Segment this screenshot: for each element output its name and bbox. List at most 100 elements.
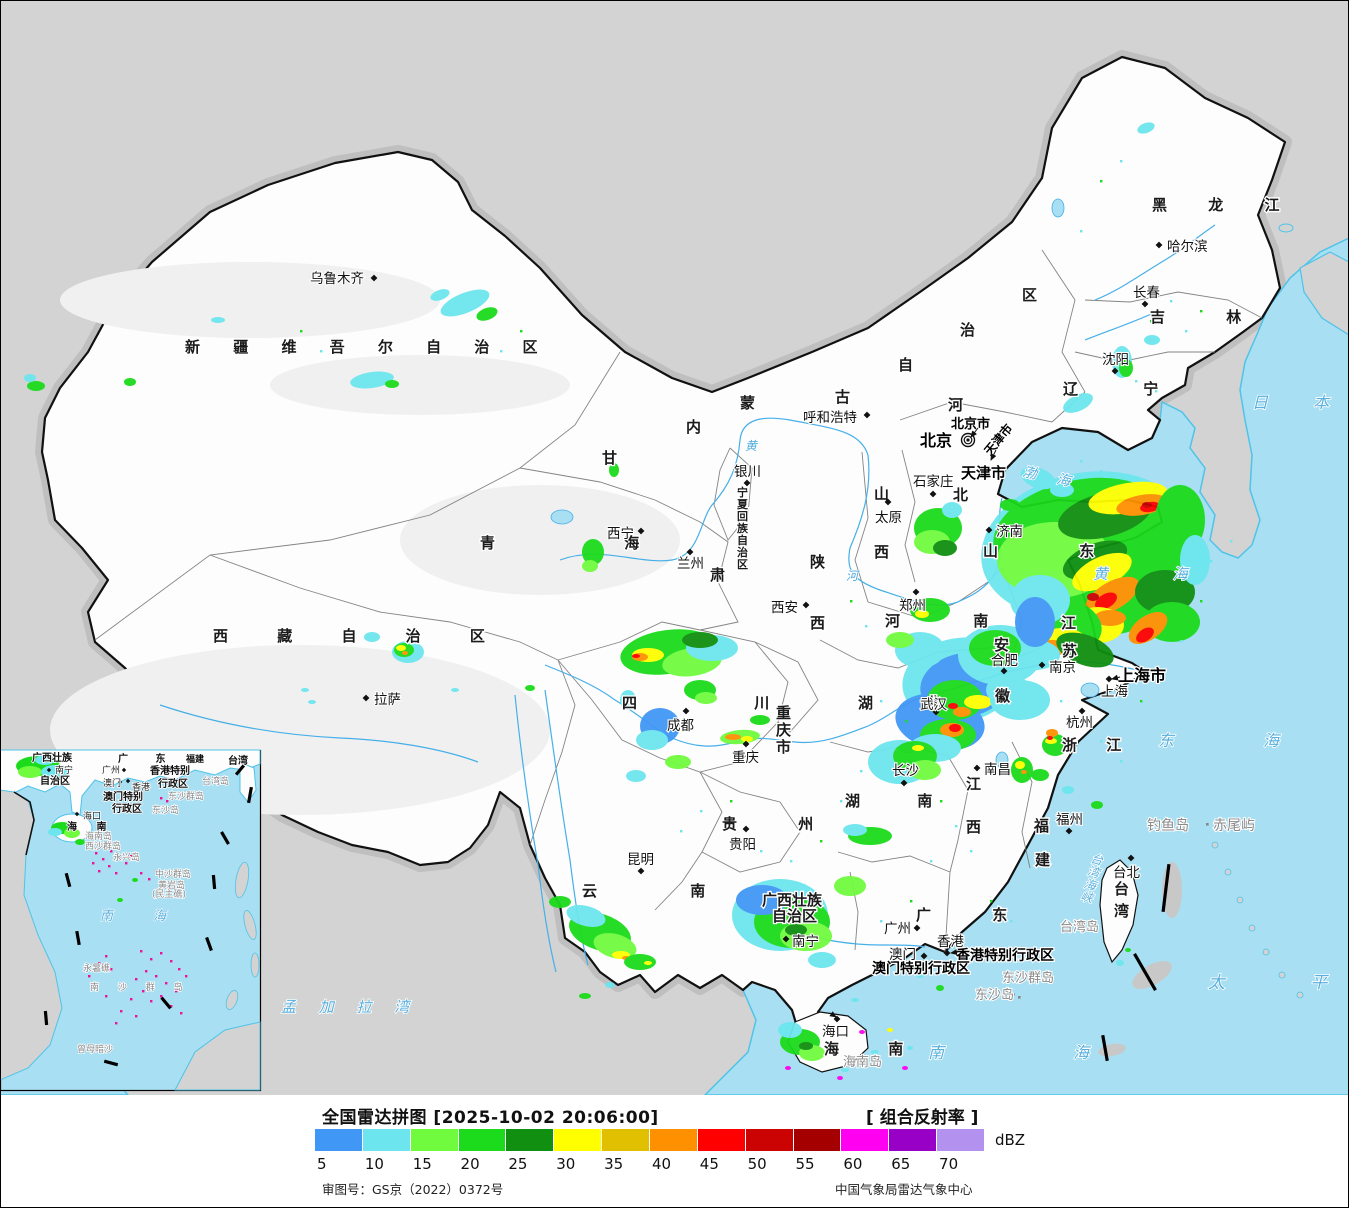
radar-echo	[1050, 483, 1074, 497]
river-label: 河	[846, 569, 860, 583]
city-label: 昆明	[627, 852, 654, 868]
radar-echo	[582, 560, 598, 572]
province-label: 四 川	[622, 694, 825, 712]
radar-echo	[969, 630, 1021, 666]
boundary-dash	[1133, 953, 1157, 991]
radar-echo	[1125, 948, 1131, 952]
city-label: 贵阳	[729, 837, 756, 853]
radar-freckle	[1230, 540, 1233, 543]
city-dot	[637, 867, 645, 875]
radar-echo	[1015, 597, 1055, 647]
radar-echo	[451, 688, 459, 692]
province-label: 区	[1022, 286, 1037, 304]
radar-echo	[1087, 593, 1099, 601]
city-label: 澳门	[889, 947, 916, 963]
river-label: 黄	[745, 439, 759, 453]
island-label: 台湾岛	[1060, 919, 1099, 935]
city-dot	[117, 779, 123, 785]
radar-echo	[1047, 736, 1053, 740]
municipality-label: 天津市	[961, 464, 1006, 482]
city-dot	[743, 479, 751, 487]
radar-echo	[682, 632, 718, 648]
city-dot	[782, 935, 790, 943]
municipality-label: 上海市	[1118, 666, 1166, 685]
city-label: 银川	[734, 464, 761, 480]
radar-freckle	[990, 900, 993, 903]
capital-symbol-core	[966, 438, 970, 442]
radar-echo	[1000, 499, 1020, 511]
radar-echo	[936, 985, 944, 991]
radar-echo	[725, 734, 741, 740]
radar-freckle	[1210, 560, 1213, 563]
radar-echo	[1142, 502, 1152, 508]
radar-freckle	[1120, 760, 1123, 763]
inset-china-coast	[0, 749, 261, 816]
inset-islet-dot	[165, 982, 168, 985]
radar-freckle	[860, 770, 863, 773]
scale-value-60: 60	[843, 1155, 863, 1173]
islet-dot	[1185, 823, 1188, 826]
city-dot	[1155, 241, 1163, 249]
inset-islet-dot	[155, 870, 158, 873]
radar-echo	[1031, 769, 1049, 781]
radar-echo	[1015, 761, 1025, 769]
province-label: 广 东	[916, 906, 1035, 924]
inset-city-label: 海口	[83, 810, 101, 822]
radar-freckle	[1155, 390, 1158, 393]
sea-label: 东 海	[1158, 731, 1321, 750]
radar-echoes	[24, 122, 1210, 1080]
dash-pad	[1132, 961, 1172, 989]
boundary-dash	[205, 936, 213, 952]
radar-echo	[27, 381, 45, 391]
city-dot	[1127, 854, 1135, 862]
radar-echo	[609, 463, 619, 477]
radar-echo	[644, 961, 652, 965]
scale-value-45: 45	[699, 1155, 719, 1173]
province-label: 苏	[1062, 642, 1077, 660]
radar-echo	[695, 692, 717, 704]
map-title: 全国雷达拼图 [2025-10-02 20:06:00]	[322, 1108, 659, 1128]
inset-philippines	[225, 861, 260, 1010]
inset-region-label: 行政区	[111, 802, 142, 815]
inset-islet-dot	[115, 1022, 118, 1025]
inset-islet-dot	[148, 878, 151, 881]
radar-echo	[1056, 632, 1114, 668]
map-labels: 黑 龙 江吉 林辽 宁新 疆 维 吾 尔 自 治 区内蒙 古自治区河北山西山 东河…	[184, 195, 1349, 1071]
inset-islet-dot	[110, 850, 113, 853]
province-label: 北	[953, 486, 968, 504]
province-label: 治	[960, 321, 975, 339]
radar-echo	[75, 839, 85, 845]
city-label: 南昌	[984, 762, 1011, 778]
city-dot	[1000, 667, 1008, 675]
city-label: 拉萨	[374, 692, 401, 708]
radar-freckle	[1150, 320, 1153, 323]
radar-echo	[909, 760, 941, 780]
inset-islet-dot	[125, 862, 128, 865]
scale-cell-50	[745, 1129, 794, 1151]
radar-echo	[636, 730, 668, 750]
inset-island-label: 台湾岛	[202, 775, 229, 787]
radar-echo	[364, 632, 380, 642]
island-label: 东沙岛	[975, 987, 1014, 1003]
province-label: 湖 北	[858, 694, 965, 712]
radar-echo	[632, 654, 640, 658]
radar-echo	[741, 736, 753, 742]
radar-freckle	[905, 720, 908, 723]
city-label: 济南	[996, 524, 1023, 540]
city-dot	[1038, 661, 1046, 669]
radar-freckle	[520, 330, 523, 333]
radar-freckle	[1185, 330, 1188, 333]
radar-freckle	[910, 900, 913, 903]
city-dot	[1105, 675, 1113, 683]
city-label: 南京	[1049, 660, 1076, 676]
radar-freckle	[970, 850, 973, 853]
islet-dot	[1206, 823, 1209, 826]
province-label: 肃	[710, 566, 725, 584]
radar-echo	[912, 745, 924, 751]
sea-label: 台湾海峡	[1079, 851, 1124, 910]
radar-freckle	[930, 860, 933, 863]
radar-echo	[48, 828, 62, 836]
province-label: 山 东	[983, 542, 1132, 560]
label-arrow	[829, 1011, 837, 1018]
